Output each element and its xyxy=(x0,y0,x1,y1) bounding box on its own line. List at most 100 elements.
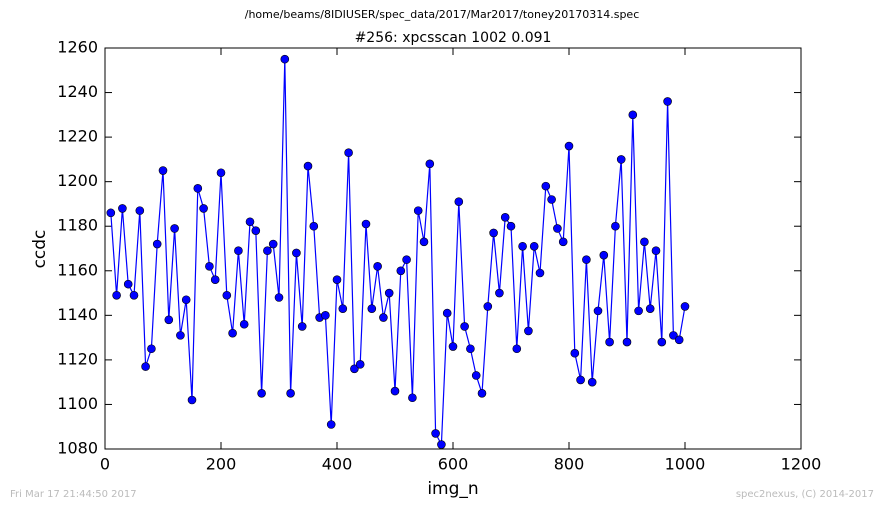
data-point xyxy=(286,389,295,398)
data-point xyxy=(268,239,278,249)
data-point xyxy=(135,206,145,215)
data-point xyxy=(680,302,690,311)
data-point xyxy=(129,290,139,300)
data-point xyxy=(431,429,440,438)
data-point xyxy=(402,255,411,264)
data-point xyxy=(187,395,197,405)
data-point xyxy=(216,168,226,178)
data-point xyxy=(524,326,533,336)
data-point xyxy=(593,306,603,316)
data-point xyxy=(622,337,632,347)
y-tick-label: 1080 xyxy=(57,439,98,458)
data-point xyxy=(147,344,156,354)
data-point xyxy=(582,255,591,264)
data-point xyxy=(535,268,545,278)
data-point xyxy=(152,239,162,249)
data-point xyxy=(106,208,116,218)
data-point xyxy=(118,204,127,213)
data-point xyxy=(425,159,435,169)
data-point xyxy=(367,304,377,313)
data-point xyxy=(205,262,214,271)
data-point xyxy=(663,97,672,106)
data-point xyxy=(332,275,342,284)
data-point xyxy=(645,304,655,313)
data-point xyxy=(390,386,400,396)
data-point xyxy=(442,308,452,318)
data-point xyxy=(344,148,353,158)
data-point xyxy=(199,204,208,213)
y-tick-label: 1200 xyxy=(57,171,98,190)
data-point xyxy=(466,344,475,354)
data-point xyxy=(396,266,406,276)
data-point xyxy=(529,241,539,251)
data-point xyxy=(651,246,661,256)
data-point xyxy=(471,371,481,380)
data-point xyxy=(408,393,417,403)
y-tick-label: 1260 xyxy=(57,38,98,57)
data-point xyxy=(181,295,191,305)
data-point xyxy=(570,348,580,358)
data-point xyxy=(222,290,232,300)
data-point xyxy=(547,195,556,204)
data-point xyxy=(297,322,307,331)
footer-right: spec2nexus, (C) 2014-2017 xyxy=(736,489,874,500)
x-axis-label: img_n xyxy=(427,479,478,499)
data-point xyxy=(419,237,429,247)
chart-subtitle: #256: xpcsscan 1002 0.091 xyxy=(355,30,552,46)
y-tick-label: 1100 xyxy=(57,394,98,413)
chart-title: /home/beams/8IDIUSER/spec_data/2017/Mar2… xyxy=(245,8,640,21)
data-point xyxy=(384,288,394,298)
data-point xyxy=(599,250,609,260)
data-point xyxy=(500,213,510,222)
data-point xyxy=(210,275,220,284)
y-tick-label: 1160 xyxy=(57,260,98,279)
data-point xyxy=(338,304,348,313)
y-tick-label: 1240 xyxy=(57,82,98,101)
data-point xyxy=(263,246,272,256)
data-point xyxy=(483,302,493,311)
data-point xyxy=(413,206,423,215)
data-point xyxy=(239,319,249,329)
data-point xyxy=(321,311,330,320)
data-point xyxy=(460,322,469,331)
data-point xyxy=(616,155,626,164)
x-tick-label: 200 xyxy=(206,455,237,474)
y-tick-label: 1180 xyxy=(57,216,98,235)
data-point xyxy=(158,166,168,175)
data-point xyxy=(303,161,313,171)
data-point xyxy=(495,288,504,298)
data-point xyxy=(512,344,522,354)
data-point xyxy=(611,221,620,231)
data-point xyxy=(558,237,568,247)
y-axis-label: ccdc xyxy=(30,230,50,269)
data-point xyxy=(193,184,203,193)
data-point xyxy=(576,375,585,385)
data-line xyxy=(110,59,686,447)
data-point xyxy=(553,224,562,233)
data-point xyxy=(564,141,574,151)
data-point xyxy=(477,389,487,398)
x-tick-label: 600 xyxy=(438,455,469,474)
data-point xyxy=(674,335,684,345)
x-tick-label: 0 xyxy=(100,455,110,474)
data-point xyxy=(355,360,365,369)
data-point xyxy=(379,313,388,322)
data-point xyxy=(257,389,266,398)
x-tick-label: 800 xyxy=(554,455,585,474)
data-point xyxy=(326,420,336,429)
data-point xyxy=(605,337,614,347)
data-point xyxy=(280,54,290,64)
plot-frame xyxy=(104,47,802,450)
data-point xyxy=(628,110,638,120)
data-point xyxy=(437,440,446,449)
data-point xyxy=(448,342,458,351)
data-point xyxy=(123,279,133,289)
y-tick-label: 1220 xyxy=(57,127,98,146)
data-point xyxy=(309,221,319,231)
y-tick-label: 1140 xyxy=(57,305,98,324)
data-point xyxy=(164,315,174,325)
data-point xyxy=(634,306,643,316)
data-point xyxy=(361,219,371,229)
data-point xyxy=(373,262,382,271)
data-point xyxy=(170,224,179,233)
